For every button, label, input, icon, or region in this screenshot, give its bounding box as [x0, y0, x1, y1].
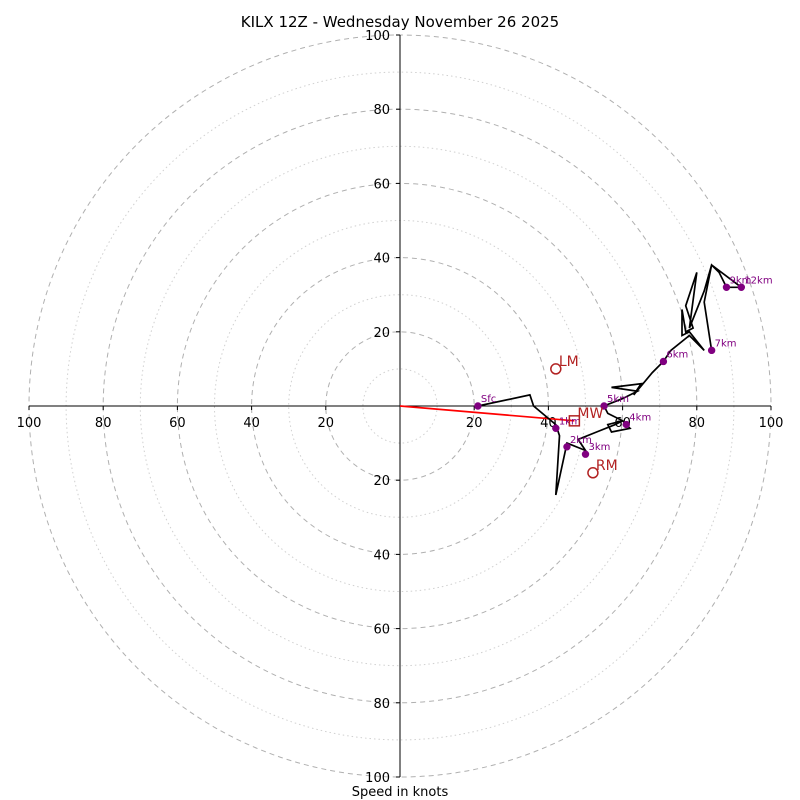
- y-tick-label: 20: [373, 474, 390, 489]
- height-point-1km: [552, 424, 560, 432]
- y-tick-label: 40: [373, 252, 390, 267]
- shear-vector: [399, 405, 575, 422]
- height-point-5km: [600, 402, 608, 410]
- height-point-9km: [722, 283, 731, 291]
- height-label-5km: 5km: [607, 394, 629, 405]
- height-label-2km: 2km: [570, 435, 592, 446]
- height-point-12km: [737, 283, 746, 291]
- height-point-3km: [581, 450, 590, 458]
- height-point-2km: [563, 443, 571, 451]
- height-label-sfc: Sfc: [481, 394, 496, 405]
- y-tick-label: 80: [373, 697, 390, 712]
- height-point-sfc: [474, 402, 482, 410]
- height-label-12km: 12km: [744, 275, 772, 286]
- x-tick-label: 100: [17, 416, 42, 431]
- hodograph-line: [477, 263, 744, 496]
- storm-motion-marker-rm: [587, 467, 599, 479]
- height-label-7km: 7km: [715, 338, 737, 349]
- height-point-6km: [659, 357, 668, 366]
- storm-motion-marker-lm: [550, 363, 562, 375]
- x-tick-label: 20: [318, 416, 335, 431]
- y-tick-label: 100: [365, 29, 390, 44]
- x-tick-label: 80: [95, 416, 112, 431]
- y-tick-label: 60: [373, 177, 390, 192]
- x-tick-label: 60: [169, 416, 186, 431]
- storm-motion-markers: LM RM MW: [550, 354, 618, 479]
- shear-vector-line: [399, 405, 575, 422]
- tick-labels: 100 80 60 40 20 20 40 60 80 100100806040202040608…: [17, 29, 784, 786]
- storm-motion-label-rm: RM: [596, 458, 618, 474]
- y-tick-label: 40: [373, 548, 390, 563]
- y-tick-label: 20: [373, 326, 390, 341]
- x-axis-label: Speed in knots: [352, 785, 449, 800]
- chart-title: KILX 12Z - Wednesday November 26 2025: [241, 13, 559, 31]
- y-tick-label: 100: [365, 771, 390, 786]
- storm-motion-marker-mw: [568, 415, 581, 427]
- height-point-4km: [622, 420, 631, 429]
- height-point-7km: [707, 346, 716, 355]
- hodograph-trace: [477, 263, 744, 496]
- height-label-3km: 3km: [589, 442, 611, 453]
- x-tick-label: 100: [759, 416, 784, 431]
- height-label-9km: 9km: [729, 275, 751, 286]
- storm-motion-label-mw: MW: [577, 406, 603, 422]
- storm-motion-label-lm: LM: [559, 354, 579, 370]
- x-tick-label: 40: [243, 416, 260, 431]
- height-label-6km: 6km: [666, 349, 688, 360]
- y-tick-label: 80: [373, 103, 390, 118]
- x-tick-label: 80: [689, 416, 706, 431]
- x-tick-label: 20: [466, 416, 483, 431]
- y-tick-label: 60: [373, 623, 390, 638]
- height-label-4km: 4km: [629, 413, 651, 424]
